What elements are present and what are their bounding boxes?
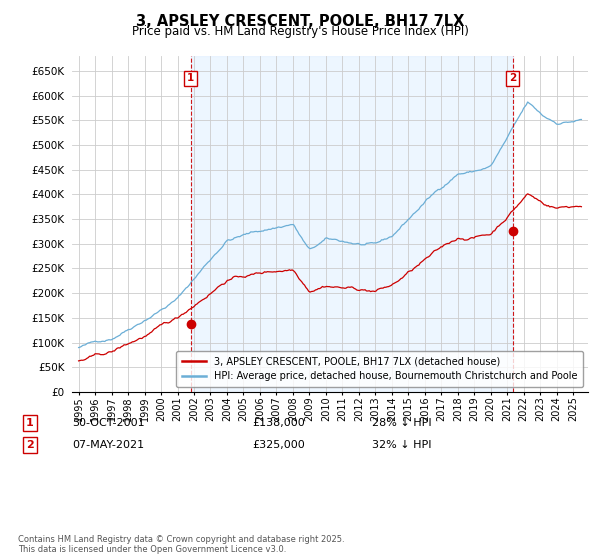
Text: 28% ↓ HPI: 28% ↓ HPI — [372, 418, 431, 428]
Text: 30-OCT-2001: 30-OCT-2001 — [72, 418, 145, 428]
Text: 1: 1 — [187, 73, 194, 83]
Text: £325,000: £325,000 — [252, 440, 305, 450]
Text: £138,000: £138,000 — [252, 418, 305, 428]
Legend: 3, APSLEY CRESCENT, POOLE, BH17 7LX (detached house), HPI: Average price, detach: 3, APSLEY CRESCENT, POOLE, BH17 7LX (det… — [176, 351, 583, 387]
Text: 2: 2 — [509, 73, 517, 83]
Bar — [191, 56, 513, 392]
Text: Price paid vs. HM Land Registry's House Price Index (HPI): Price paid vs. HM Land Registry's House … — [131, 25, 469, 38]
Text: 2: 2 — [26, 440, 34, 450]
Text: 3, APSLEY CRESCENT, POOLE, BH17 7LX: 3, APSLEY CRESCENT, POOLE, BH17 7LX — [136, 14, 464, 29]
Text: 07-MAY-2021: 07-MAY-2021 — [72, 440, 144, 450]
Text: 32% ↓ HPI: 32% ↓ HPI — [372, 440, 431, 450]
Text: 1: 1 — [26, 418, 34, 428]
Text: Contains HM Land Registry data © Crown copyright and database right 2025.
This d: Contains HM Land Registry data © Crown c… — [18, 535, 344, 554]
